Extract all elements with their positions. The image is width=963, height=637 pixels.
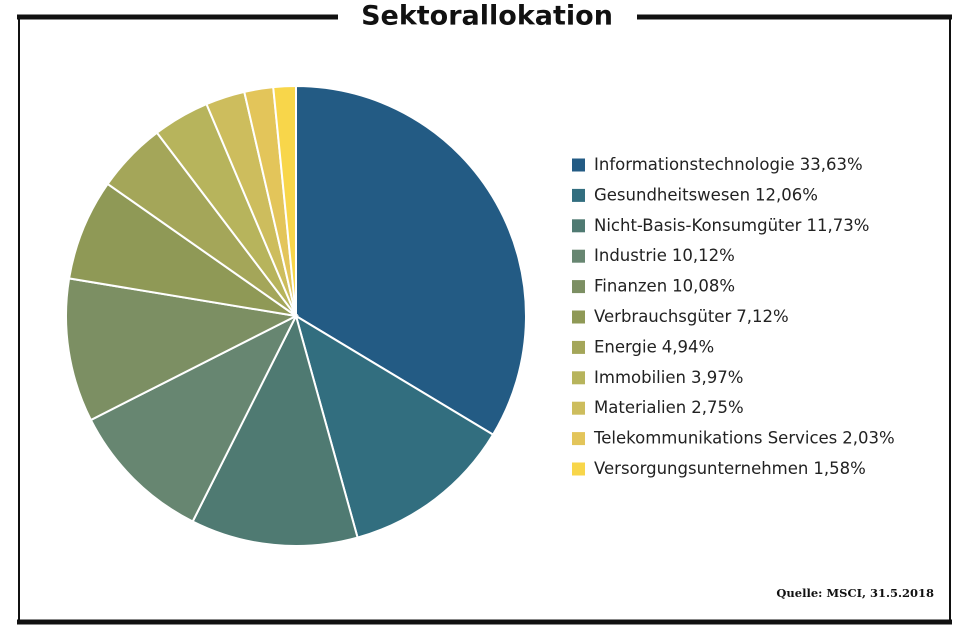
source: Quelle: MSCI, 31.5.2018 bbox=[776, 586, 934, 600]
legend-label: Verbrauchsgüter 7,12% bbox=[594, 307, 789, 326]
chart-title: Sektorallokation bbox=[361, 1, 613, 32]
legend-label: Gesundheitswesen 12,06% bbox=[594, 185, 818, 204]
legend-swatch bbox=[572, 432, 585, 446]
legend-label: Versorgungsunternehmen 1,58% bbox=[594, 459, 866, 478]
legend-name: Gesundheitswesen bbox=[594, 185, 750, 204]
legend-label: Energie 4,94% bbox=[594, 337, 714, 356]
legend-value: 10,12% bbox=[672, 246, 735, 265]
legend-swatch bbox=[572, 340, 585, 354]
pie-slice bbox=[272, 84, 297, 317]
legend-value: 10,08% bbox=[672, 276, 735, 295]
pie-slice bbox=[191, 313, 359, 547]
legend-swatch bbox=[572, 371, 585, 385]
legend-name: Materialien bbox=[594, 398, 686, 417]
legend-swatch bbox=[572, 310, 585, 324]
legend-value: 4,94% bbox=[662, 337, 714, 356]
pie-slice bbox=[294, 313, 495, 539]
legend-label: Informationstechnologie 33,63% bbox=[594, 155, 863, 174]
legend-value: 11,73% bbox=[806, 215, 869, 234]
legend-swatch bbox=[572, 401, 585, 415]
legend-name: Versorgungsunternehmen bbox=[594, 459, 808, 478]
legend-label: Immobilien 3,97% bbox=[594, 367, 743, 386]
legend-name: Informationstechnologie bbox=[594, 155, 795, 174]
legend-value: 12,06% bbox=[755, 185, 818, 204]
legend-value: 33,63% bbox=[800, 155, 863, 174]
legend-name: Finanzen bbox=[594, 276, 667, 295]
legend-name: Verbrauchsgüter bbox=[594, 307, 731, 326]
pie-slice bbox=[295, 84, 527, 437]
legend-value: 1,58% bbox=[813, 459, 865, 478]
legend-name: Telekommunikations Services bbox=[593, 428, 837, 447]
legend-label: Industrie 10,12% bbox=[594, 246, 735, 265]
legend-value: 2,75% bbox=[691, 398, 743, 417]
pie-slice bbox=[65, 277, 300, 422]
legend-swatch bbox=[572, 249, 585, 263]
legend-name: Immobilien bbox=[594, 367, 686, 386]
legend-label: Materialien 2,75% bbox=[594, 398, 744, 417]
legend-name: Nicht-Basis-Konsumgüter bbox=[594, 215, 802, 234]
legend-value: 7,12% bbox=[736, 307, 788, 326]
legend-label: Finanzen 10,08% bbox=[594, 276, 735, 295]
legend-swatch bbox=[572, 188, 585, 202]
legend-name: Energie bbox=[594, 337, 657, 356]
pie-slice bbox=[89, 313, 299, 523]
legend-value: 2,03% bbox=[842, 428, 894, 447]
legend-label: Nicht-Basis-Konsumgüter 11,73% bbox=[594, 215, 869, 234]
legend-label: Telekommunikations Services 2,03% bbox=[593, 428, 895, 447]
legend-swatch bbox=[572, 158, 585, 172]
legend-value: 3,97% bbox=[691, 367, 743, 386]
legend-name: Industrie bbox=[594, 246, 667, 265]
legend-swatch bbox=[572, 462, 585, 476]
legend-swatch bbox=[572, 280, 585, 294]
pie-slice bbox=[67, 182, 297, 317]
legend-swatch bbox=[572, 219, 585, 233]
